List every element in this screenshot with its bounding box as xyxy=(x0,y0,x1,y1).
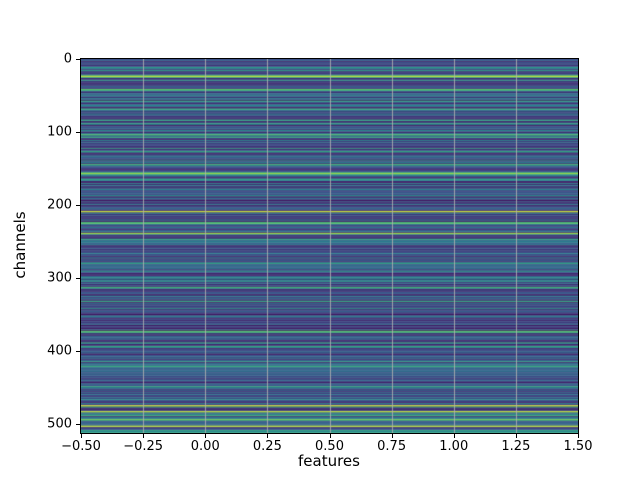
y-tick-label: 500 xyxy=(47,416,72,432)
y-tick-mark xyxy=(76,424,80,425)
x-tick-mark xyxy=(143,434,144,438)
x-tick-label: 1.00 xyxy=(439,439,469,454)
x-tick-mark xyxy=(81,434,82,438)
x-axis-label: features xyxy=(298,452,360,470)
x-tick-label: 0.25 xyxy=(252,439,282,454)
y-tick-label: 400 xyxy=(47,343,72,359)
y-tick-mark xyxy=(76,205,80,206)
x-tick-label: −0.25 xyxy=(123,439,164,454)
x-tick-mark xyxy=(578,434,579,438)
y-tick-label: 100 xyxy=(47,124,72,140)
y-tick-mark xyxy=(76,59,80,60)
x-tick-label: 0.75 xyxy=(377,439,407,454)
x-tick-label: −0.50 xyxy=(61,439,101,454)
y-tick-mark xyxy=(76,132,80,133)
x-tick-label: 1.50 xyxy=(563,439,593,454)
plot-area xyxy=(80,58,579,434)
x-tick-label: 0.50 xyxy=(315,439,344,454)
y-tick-label: 0 xyxy=(63,51,72,67)
y-axis-label: channels xyxy=(11,211,29,279)
x-tick-mark xyxy=(267,434,268,438)
x-tick-mark xyxy=(205,434,206,438)
y-tick-mark xyxy=(76,278,80,279)
x-tick-mark xyxy=(330,434,331,438)
x-tick-mark xyxy=(516,434,517,438)
heatmap-image xyxy=(81,59,578,433)
y-tick-label: 200 xyxy=(47,197,72,213)
y-tick-mark xyxy=(76,351,80,352)
x-tick-label: 0.00 xyxy=(190,439,220,454)
x-tick-mark xyxy=(392,434,393,438)
x-tick-label: 1.25 xyxy=(501,439,531,454)
y-tick-label: 300 xyxy=(47,270,72,286)
x-tick-mark xyxy=(454,434,455,438)
